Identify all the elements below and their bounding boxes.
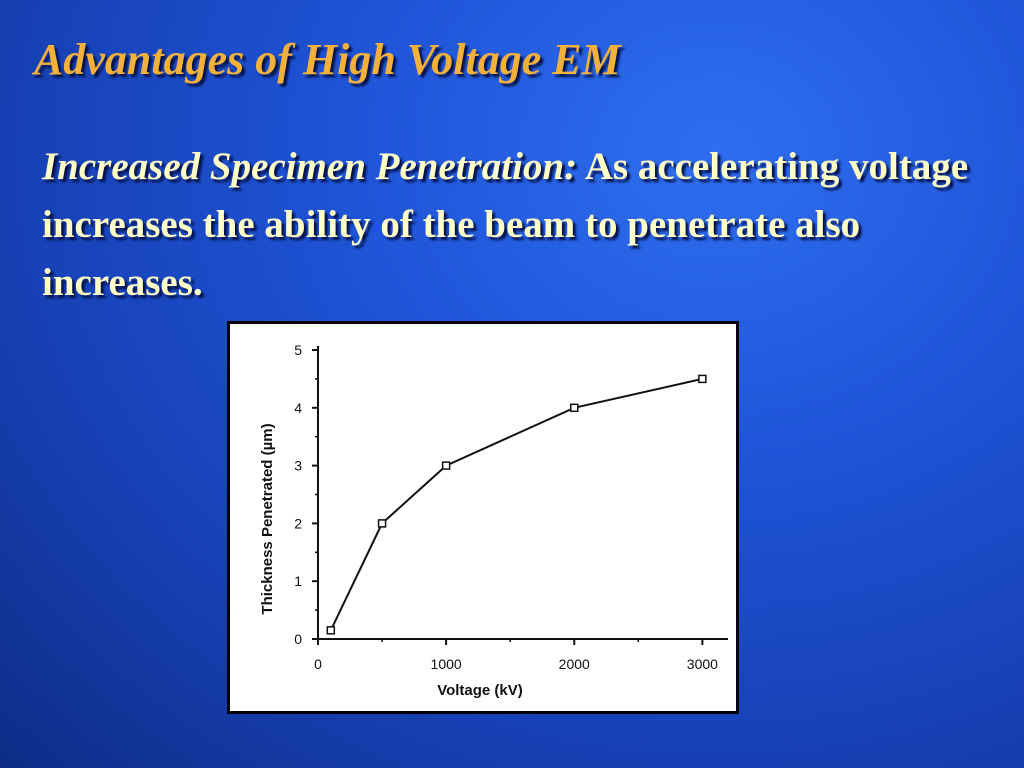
y-tick-label: 5 (294, 342, 302, 358)
chart-frame: 0 1 2 3 4 5 0 1000 2000 3000 Voltage (kV) Thickne… (227, 321, 739, 714)
slide-body: Increased Specimen Penetration: As accel… (42, 138, 1002, 312)
x-tick-label: 0 (314, 656, 322, 672)
y-tick-label: 0 (294, 631, 302, 647)
body-text: As accelerating voltage increases the ab… (42, 145, 969, 304)
body-lead: Increased Specimen Penetration: (42, 145, 578, 188)
series-line (329, 377, 703, 631)
data-point-marker (326, 626, 336, 635)
x-tick-label: 3000 (687, 656, 718, 672)
x-axis-label: Voltage (kV) (437, 682, 523, 699)
penetration-chart: 0 1 2 3 4 5 0 1000 2000 3000 Voltage (kV) Thickne… (259, 342, 728, 699)
y-tick-label: 3 (294, 458, 302, 474)
data-point-marker (377, 519, 387, 528)
x-tick-label: 2000 (559, 656, 590, 672)
y-tick-label: 1 (294, 573, 302, 589)
y-axis-label: Thickness Penetrated (µm) (259, 423, 276, 614)
data-point-marker (441, 461, 451, 470)
y-tick-label: 2 (294, 515, 302, 531)
x-tick-label: 1000 (431, 656, 462, 672)
data-point-marker (570, 403, 579, 413)
y-tick-label: 4 (294, 400, 302, 416)
data-point-marker (698, 374, 707, 384)
slide-title: Advantages of High Voltage EM (34, 35, 621, 84)
